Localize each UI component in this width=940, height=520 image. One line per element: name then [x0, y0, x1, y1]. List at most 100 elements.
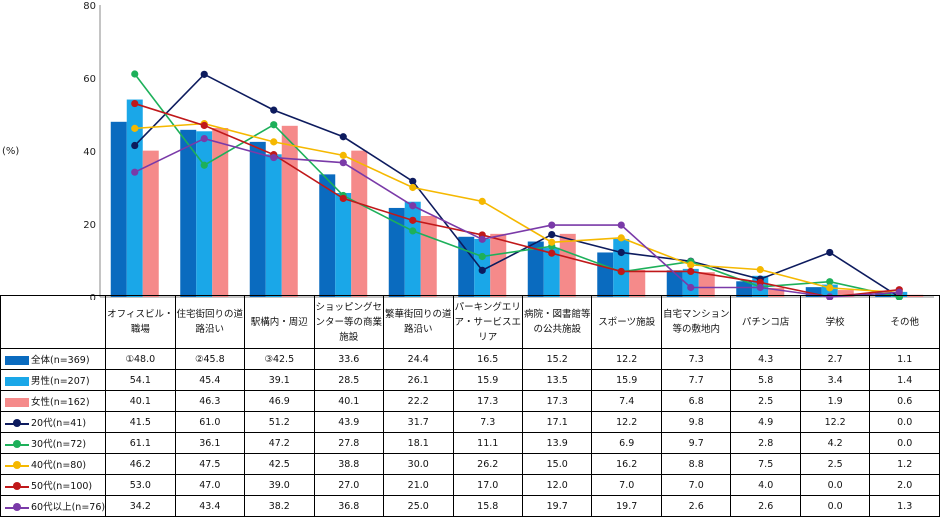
bar	[559, 233, 576, 297]
series-point	[409, 227, 417, 235]
legend-entry: 男性(n=207)	[0, 369, 107, 391]
x-category-label: ショッピングセ ンター等の商業 施設	[313, 295, 385, 349]
bar	[180, 129, 197, 297]
data-label: 12.2	[591, 348, 662, 370]
series-point	[270, 106, 278, 114]
x-category-label: 繁華街回りの道 路沿い	[383, 295, 454, 349]
series-point	[548, 230, 556, 239]
series-point	[617, 248, 625, 257]
bar	[335, 192, 352, 297]
series-point	[617, 221, 625, 229]
data-label: 21.0	[383, 474, 454, 496]
x-category-label: 自宅マンション 等の敷地内	[660, 295, 732, 349]
data-label: 45.4	[174, 369, 246, 391]
legend-entry: 女性(n=162)	[0, 390, 107, 412]
series-point	[200, 70, 208, 78]
series-point	[131, 168, 139, 176]
data-label: 7.7	[660, 369, 732, 391]
bar	[805, 287, 822, 297]
series-point	[409, 202, 417, 210]
data-label: 7.3	[452, 411, 523, 433]
data-label: 34.2	[105, 495, 176, 517]
table-row: 40代(n=80) 46.2 47.5 42.5 38.8 30.0 26.2 15.0 16.…	[0, 453, 940, 475]
series-point	[478, 235, 486, 243]
series-point	[270, 121, 278, 129]
data-label: 47.0	[174, 474, 246, 496]
data-label: 54.1	[105, 369, 176, 391]
data-label: 2.6	[660, 495, 732, 517]
series-name: 40代(n=80)	[31, 460, 87, 471]
data-label: 4.2	[799, 432, 871, 454]
table-row: 20代(n=41) 41.5 61.0 51.2 43.9 31.7 7.3 17.1 12.2…	[0, 411, 940, 433]
data-label: 30.0	[383, 453, 454, 475]
bar	[458, 236, 475, 297]
data-label: 41.5	[105, 411, 176, 433]
series-point	[895, 288, 903, 296]
data-label: 0.0	[869, 432, 940, 454]
corner-cell	[0, 295, 107, 349]
data-label: 6.8	[660, 390, 732, 412]
bar	[404, 201, 421, 297]
data-label: 2.5	[730, 390, 801, 412]
legend-line-marker	[5, 440, 29, 449]
series-point	[339, 133, 347, 141]
data-label: 12.0	[521, 474, 593, 496]
bar	[736, 281, 753, 297]
data-label: ①48.0	[105, 348, 176, 370]
series-name: 50代(n=100)	[31, 481, 93, 492]
series-point	[687, 283, 695, 292]
data-label: 26.1	[383, 369, 454, 391]
series-point	[131, 141, 139, 150]
series-point	[131, 124, 139, 132]
bar	[682, 268, 699, 297]
data-label: 0.0	[799, 495, 871, 517]
series-point	[200, 121, 208, 130]
data-label: 28.5	[313, 369, 385, 391]
data-label: 40.1	[105, 390, 176, 412]
x-category-label: 住宅街回りの道 路沿い	[174, 295, 246, 349]
data-label: 1.3	[869, 495, 940, 517]
bar	[597, 252, 614, 297]
data-label: 12.2	[799, 411, 871, 433]
data-label: 15.9	[452, 369, 523, 391]
series-point	[756, 283, 764, 292]
data-label: 1.1	[869, 348, 940, 370]
data-label: 4.9	[730, 411, 801, 433]
legend-entry: 全体(n=369)	[0, 348, 107, 370]
data-label: 15.9	[591, 369, 662, 391]
data-label: 19.7	[591, 495, 662, 517]
series-point	[409, 183, 417, 192]
table-row: 全体(n=369) ①48.0 ②45.8 ③42.5 33.6 24.4 16.5 15.2…	[0, 348, 940, 370]
data-label: 24.4	[383, 348, 454, 370]
bar	[319, 174, 336, 297]
data-label: 2.5	[799, 453, 871, 475]
series-point	[270, 153, 278, 162]
data-label: 31.7	[383, 411, 454, 433]
bar	[527, 241, 544, 297]
x-category-label: その他	[869, 295, 940, 349]
bar	[351, 150, 368, 297]
series-point	[756, 266, 764, 274]
y-axis-unit-label: (%)	[2, 146, 20, 157]
data-label: 11.1	[452, 432, 523, 454]
data-label: 27.0	[313, 474, 385, 496]
series-point	[617, 267, 625, 276]
y-tick-label: 60	[83, 74, 96, 85]
table-row: 女性(n=162) 40.1 46.3 46.9 40.1 22.2 17.3 17.3 7.4…	[0, 390, 940, 412]
bar	[837, 290, 854, 297]
data-label: 4.0	[730, 474, 801, 496]
data-label: 51.2	[244, 411, 315, 433]
bar	[212, 128, 229, 297]
data-label: 17.0	[452, 474, 523, 496]
series-line	[134, 137, 900, 298]
data-label: 4.3	[730, 348, 801, 370]
series-point	[409, 216, 417, 224]
data-label: 46.2	[105, 453, 176, 475]
data-label: 61.1	[105, 432, 176, 454]
data-label: 19.7	[521, 495, 593, 517]
data-label: 2.0	[869, 474, 940, 496]
series-point	[687, 267, 695, 276]
data-label: 47.2	[244, 432, 315, 454]
data-label: 61.0	[174, 411, 246, 433]
series-point	[478, 252, 486, 261]
